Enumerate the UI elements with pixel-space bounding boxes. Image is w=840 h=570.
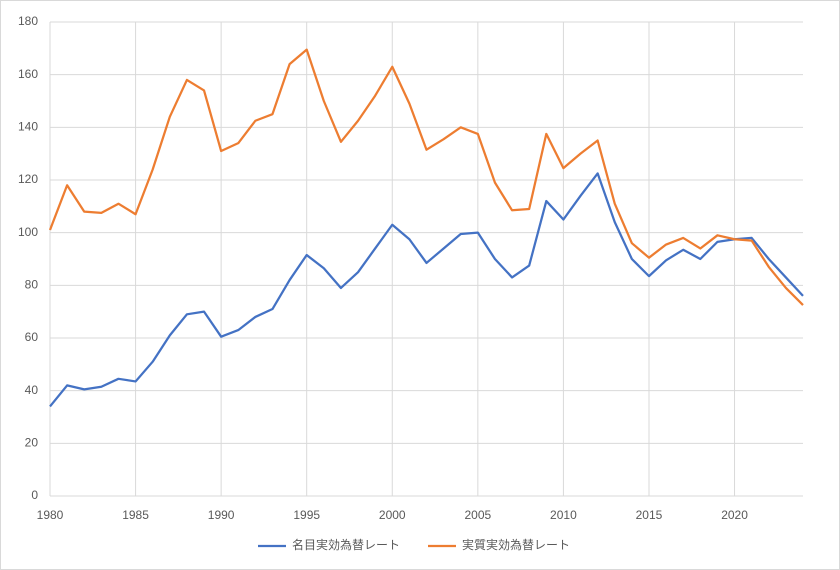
x-tick-label: 1980 — [37, 508, 64, 522]
data-line — [48, 48, 804, 306]
x-tick-label: 2005 — [464, 508, 491, 522]
y-tick-label: 0 — [31, 488, 38, 502]
x-tick-label: 1990 — [208, 508, 235, 522]
legend-label: 名目実効為替レート — [292, 537, 400, 552]
y-tick-label: 140 — [18, 120, 38, 134]
y-tick-label: 20 — [25, 436, 39, 450]
y-tick-label: 180 — [18, 14, 38, 28]
y-tick-label: 80 — [25, 278, 39, 292]
x-tick-label: 2000 — [379, 508, 406, 522]
x-tick-label: 2010 — [550, 508, 577, 522]
y-tick-label: 60 — [25, 330, 39, 344]
x-tick-label: 1995 — [293, 508, 320, 522]
y-tick-label: 160 — [18, 67, 38, 81]
y-tick-label: 120 — [18, 172, 38, 186]
x-tick-label: 1985 — [122, 508, 149, 522]
data-line — [49, 172, 804, 408]
y-tick-label: 100 — [18, 225, 38, 239]
legend-label: 実質実効為替レート — [462, 537, 570, 552]
x-tick-label: 2020 — [721, 508, 748, 522]
x-tick-label: 2015 — [636, 508, 663, 522]
y-tick-label: 40 — [25, 383, 39, 397]
